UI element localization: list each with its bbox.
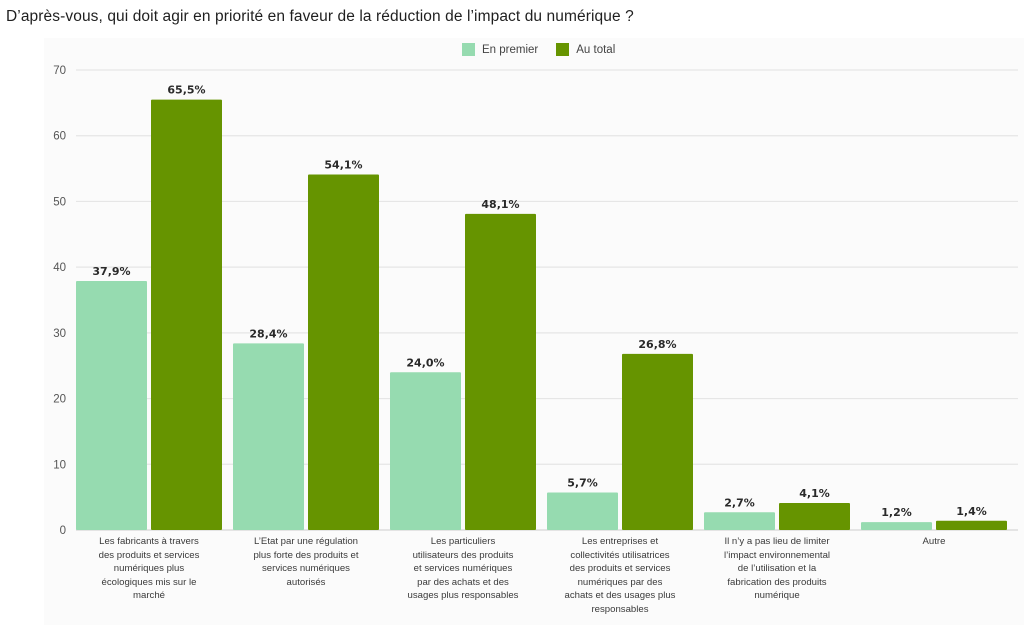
x-tick-label-line: fabrication des produits (727, 576, 827, 588)
x-tick-label-line: L’Etat par une régulation (253, 536, 358, 547)
y-tick-label: 30 (53, 328, 66, 340)
bar-au-total[interactable] (622, 353, 693, 530)
x-tick-label: Les fabricants à travers des produits et … (74, 535, 224, 603)
legend-label-en-premier: En premier (482, 43, 539, 56)
bar-en-premier[interactable] (704, 512, 775, 530)
data-label: 24,0% (406, 356, 444, 369)
data-label: 1,2% (881, 506, 912, 519)
x-tick-label-line: Les particuliers (430, 536, 496, 547)
x-tick-label-line: numériques par des (577, 576, 663, 588)
data-label: 2,7% (724, 496, 755, 509)
bar-au-total[interactable] (151, 99, 222, 531)
legend-swatch-en-premier (462, 43, 475, 56)
legend-label-au-total: Au total (576, 43, 616, 56)
data-label: 28,4% (249, 327, 287, 340)
y-tick-label: 0 (60, 525, 66, 537)
y-tick-label: 70 (53, 65, 66, 77)
y-tick-label: 60 (53, 131, 66, 143)
x-tick-label-line: Les fabricants à travers (99, 536, 199, 547)
x-tick-label-line: numériques plus (113, 563, 185, 575)
x-tick-label-line: usages plus responsables (407, 590, 519, 602)
x-tick-label-line: Les entreprises et (581, 536, 659, 547)
bar-en-premier[interactable] (861, 522, 932, 530)
data-label: 48,1% (481, 198, 519, 211)
data-label: 4,1% (799, 487, 830, 500)
y-tick-label: 20 (53, 394, 66, 406)
bar-en-premier[interactable] (390, 372, 461, 530)
y-tick-label: 10 (53, 459, 66, 471)
x-tick-label-line: achats et des usages plus (564, 590, 676, 602)
data-label: 65,5% (167, 84, 205, 97)
data-label: 1,4% (956, 505, 987, 518)
x-tick-label-line: de l’utilisation et la (737, 563, 817, 575)
x-tick-label-line: marché (133, 590, 165, 602)
bar-en-premier[interactable] (76, 280, 147, 530)
x-tick-label-line: par des achats et des (417, 576, 509, 588)
x-tick-label-line: responsables (591, 603, 649, 615)
x-tick-label-line: des produits et services (569, 563, 671, 575)
x-tick-label: Les particuliers utilisateurs des produit… (388, 535, 538, 603)
bar-en-premier[interactable] (547, 492, 618, 530)
data-label: 5,7% (567, 477, 598, 490)
x-tick-label-line: numérique (754, 590, 800, 602)
x-tick-label: Il n’y a pas lieu de limiter l’impact env… (702, 535, 852, 603)
data-label: 54,1% (324, 158, 362, 171)
legend: En premier Au total (462, 43, 615, 56)
bar-au-total[interactable] (465, 213, 536, 530)
data-label: 37,9% (92, 265, 130, 278)
data-label: 26,8% (638, 338, 676, 351)
y-tick-label: 50 (53, 196, 66, 208)
x-tick-label-line: des produits et services (98, 549, 200, 561)
y-tick-label: 40 (53, 262, 66, 274)
bar-au-total[interactable] (936, 520, 1007, 530)
x-tick-label-line: collectivités utilisatrices (570, 549, 670, 561)
bar-au-total[interactable] (779, 503, 850, 530)
bar-au-total[interactable] (308, 174, 379, 530)
x-tick-label: Autre (859, 535, 1009, 549)
x-tick-label-line: autorisés (286, 576, 326, 588)
x-tick-label-line: écologiques mis sur le (101, 576, 197, 588)
legend-item-au-total[interactable]: Au total (556, 43, 615, 56)
x-tick-label-line: et services numériques (413, 563, 513, 575)
x-tick-label-line: utilisateurs des produits (412, 549, 514, 561)
x-tick-label-line: l’impact environnemental (723, 549, 831, 561)
x-tick-label-line: services numériques (262, 563, 350, 575)
x-tick-label-line: Autre (922, 536, 946, 547)
x-tick-label: L’Etat par une régulation plus forte des … (231, 535, 381, 589)
chart-title: D’après-vous, qui doit agir en priorité … (6, 8, 634, 25)
x-tick-label-line: plus forte des produits et (253, 549, 359, 561)
x-tick-label-line: Il n’y a pas lieu de limiter (724, 536, 830, 547)
legend-item-en-premier[interactable]: En premier (462, 43, 538, 56)
bar-en-premier[interactable] (233, 343, 304, 530)
x-tick-label: Les entreprises et collectivités utilisat… (545, 535, 695, 617)
legend-swatch-au-total (556, 43, 570, 56)
